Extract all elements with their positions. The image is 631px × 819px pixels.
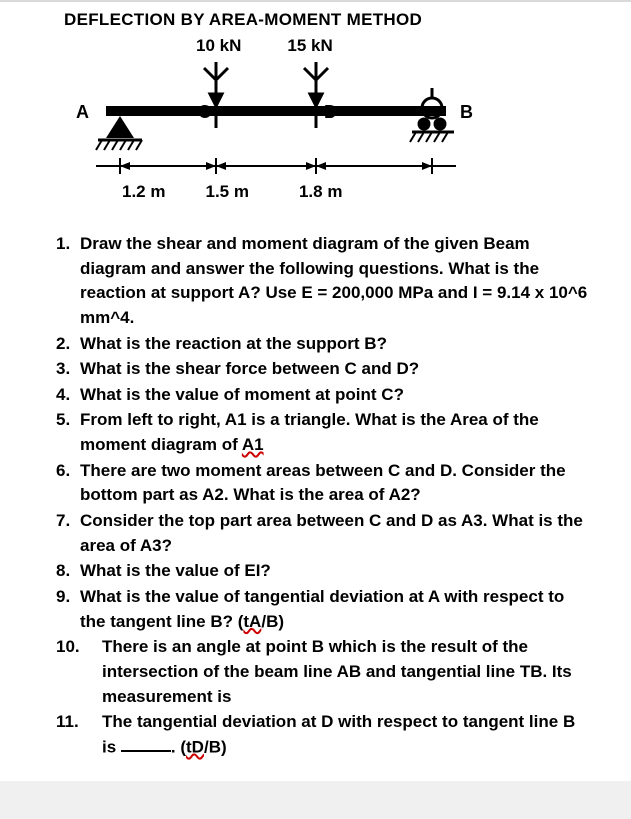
underlined-term: A1 <box>242 435 264 454</box>
question-number: 10. <box>56 635 102 709</box>
question-number: 7. <box>56 509 80 558</box>
question-text: Draw the shear and moment diagram of the… <box>80 232 591 331</box>
question-item: 6.There are two moment areas between C a… <box>56 459 591 508</box>
fill-blank <box>121 735 171 752</box>
question-item: 4.What is the value of moment at point C… <box>56 383 591 408</box>
question-text: What is the value of tangential deviatio… <box>80 585 591 634</box>
dim-2: 1.5 m <box>205 182 248 202</box>
dimension-labels: 1.2 m 1.5 m 1.8 m <box>76 182 591 202</box>
question-number: 2. <box>56 332 80 357</box>
underlined-term: tA <box>243 612 261 631</box>
svg-text:A: A <box>76 102 89 122</box>
question-number: 8. <box>56 559 80 584</box>
beam-diagram: 10 kN 15 kN <box>76 36 591 202</box>
question-item: 8.What is the value of EI? <box>56 559 591 584</box>
question-text: Consider the top part area between C and… <box>80 509 591 558</box>
question-number: 3. <box>56 357 80 382</box>
question-item: 1.Draw the shear and moment diagram of t… <box>56 232 591 331</box>
question-item: 9.What is the value of tangential deviat… <box>56 585 591 634</box>
question-item: 3.What is the shear force between C and … <box>56 357 591 382</box>
beam-svg: A C D B <box>76 58 591 178</box>
page: DEFLECTION BY AREA-MOMENT METHOD 10 kN 1… <box>0 0 631 781</box>
page-title: DEFLECTION BY AREA-MOMENT METHOD <box>56 10 591 30</box>
question-item: 11.The tangential deviation at D with re… <box>56 710 591 760</box>
question-number: 4. <box>56 383 80 408</box>
question-text: There is an angle at point B which is th… <box>102 635 591 709</box>
load-1: 10 kN <box>196 36 241 56</box>
question-text: There are two moment areas between C and… <box>80 459 591 508</box>
question-number: 1. <box>56 232 80 331</box>
question-item: 5.From left to right, A1 is a triangle. … <box>56 408 591 457</box>
load-labels: 10 kN 15 kN <box>76 36 591 56</box>
question-text: What is the value of moment at point C? <box>80 383 591 408</box>
question-text: The tangential deviation at D with respe… <box>102 710 591 760</box>
question-item: 7.Consider the top part area between C a… <box>56 509 591 558</box>
question-text: What is the shear force between C and D? <box>80 357 591 382</box>
svg-text:D: D <box>324 102 337 122</box>
question-text: What is the value of EI? <box>80 559 591 584</box>
question-number: 11. <box>56 710 102 760</box>
question-number: 6. <box>56 459 80 508</box>
question-list: 1.Draw the shear and moment diagram of t… <box>56 232 591 760</box>
question-text: From left to right, A1 is a triangle. Wh… <box>80 408 591 457</box>
question-number: 5. <box>56 408 80 457</box>
question-item: 2.What is the reaction at the support B? <box>56 332 591 357</box>
dim-3: 1.8 m <box>299 182 342 202</box>
question-item: 10.There is an angle at point B which is… <box>56 635 591 709</box>
svg-text:C: C <box>198 102 211 122</box>
underlined-term: tD <box>186 737 204 756</box>
dim-1: 1.2 m <box>122 182 165 202</box>
question-text: What is the reaction at the support B? <box>80 332 591 357</box>
question-number: 9. <box>56 585 80 634</box>
svg-text:B: B <box>460 102 473 122</box>
load-2: 15 kN <box>287 36 332 56</box>
